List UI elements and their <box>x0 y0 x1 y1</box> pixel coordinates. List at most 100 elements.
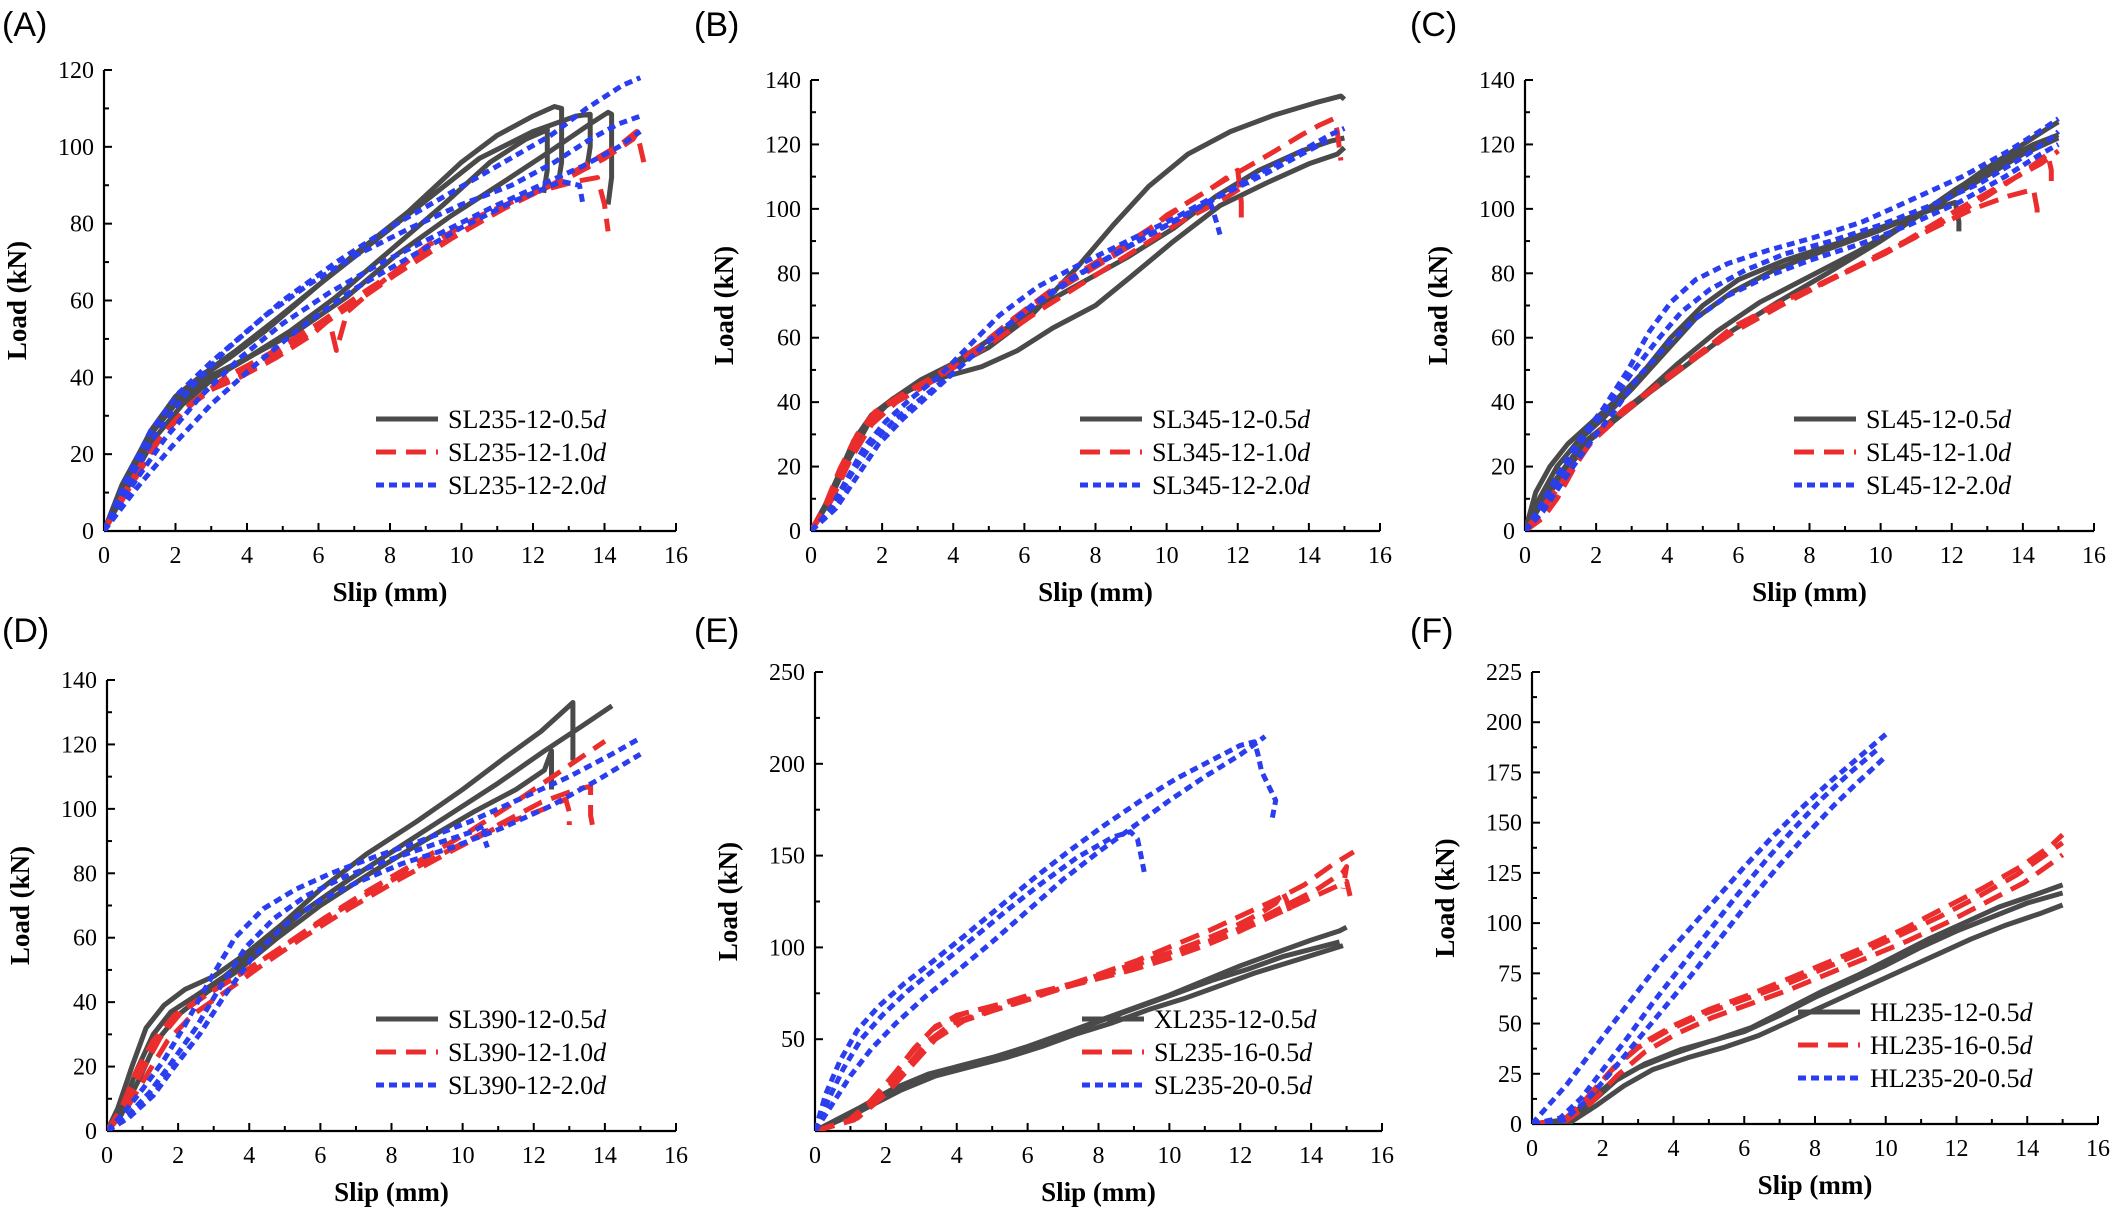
y-tick-label: 140 <box>765 68 801 94</box>
series-line-solid <box>107 748 554 1131</box>
legend-label-suffix: d <box>1303 1005 1317 1034</box>
series-line-dashed <box>104 126 643 531</box>
chart-panel-a: (A) 0 2 4 6 8 10 12 14 16 0 20 40 60 80 100 120 Slip (mm)… <box>2 6 688 607</box>
x-tick-label: 14 <box>593 1143 617 1169</box>
x-tick-label: 14 <box>593 543 617 569</box>
x-tick-label: 14 <box>1299 1143 1323 1169</box>
x-tick-label: 16 <box>664 543 688 569</box>
legend-label-suffix: d <box>593 438 607 467</box>
y-tick-label: 100 <box>769 935 805 961</box>
series-line-dotted <box>107 735 642 1131</box>
panel-label: (F) <box>1410 612 1453 650</box>
legend-label-prefix: SL390-12-2.0 <box>448 1071 593 1100</box>
legend-label: SL390-12-0.5d <box>448 1005 607 1034</box>
x-tick-label: 10 <box>450 543 474 569</box>
y-tick-label: 60 <box>1491 326 1515 352</box>
series-line-solid <box>1532 902 2064 1124</box>
x-tick-label: 16 <box>664 1143 688 1169</box>
x-tick-label: 8 <box>1090 543 1102 569</box>
x-tick-label: 10 <box>1157 1143 1181 1169</box>
legend-label-prefix: SL235-12-2.0 <box>448 471 593 500</box>
legend-label: SL345-12-1.0d <box>1152 438 1311 467</box>
y-tick-label: 100 <box>58 135 94 161</box>
y-tick-label: 0 <box>1510 1112 1522 1138</box>
x-tick-label: 12 <box>1226 543 1250 569</box>
x-tick-label: 8 <box>1809 1136 1821 1162</box>
x-tick-label: 0 <box>809 1143 821 1169</box>
legend-label: SL345-12-0.5d <box>1152 405 1311 434</box>
legend-label-suffix: d <box>593 1005 607 1034</box>
series-line-dotted <box>1525 142 2060 531</box>
y-tick-label: 0 <box>82 519 94 545</box>
y-tick-label: 200 <box>1486 710 1522 736</box>
legend-label: SL235-12-2.0d <box>448 471 607 500</box>
y-tick-label: 250 <box>769 660 805 686</box>
y-tick-label: 100 <box>61 797 97 823</box>
legend-label-prefix: SL390-12-0.5 <box>448 1005 593 1034</box>
series-line-dotted <box>815 829 1148 1131</box>
x-tick-label: 4 <box>947 543 959 569</box>
x-tick-label: 6 <box>1738 1136 1750 1162</box>
legend-label-suffix: d <box>1297 438 1311 467</box>
series-line-dashed <box>815 849 1355 1131</box>
x-tick-label: 2 <box>1590 543 1602 569</box>
series-line-dashed <box>1532 840 2065 1124</box>
y-tick-label: 40 <box>73 990 97 1016</box>
series-group <box>1525 116 2061 531</box>
x-tick-label: 8 <box>386 1143 398 1169</box>
series-line-dotted <box>104 113 642 531</box>
y-tick-label: 140 <box>1479 68 1515 94</box>
series-line-dotted <box>811 138 1328 531</box>
panel-label: (A) <box>2 6 47 44</box>
y-tick-label: 40 <box>70 365 94 391</box>
y-tick-label: 80 <box>70 212 94 238</box>
legend-label-suffix: d <box>1299 1038 1313 1067</box>
y-tick-label: 80 <box>1491 261 1515 287</box>
x-axis-title: Slip (mm) <box>1752 577 1867 607</box>
x-tick-label: 16 <box>2082 543 2106 569</box>
y-tick-label: 80 <box>777 261 801 287</box>
x-tick-label: 2 <box>170 543 182 569</box>
series-line-dotted <box>1532 732 1888 1124</box>
x-tick-label: 6 <box>1022 1143 1034 1169</box>
legend-label-suffix: d <box>1998 438 2012 467</box>
x-tick-label: 14 <box>1297 543 1321 569</box>
legend-label-suffix: d <box>2019 1031 2033 1060</box>
x-tick-label: 14 <box>2015 1136 2039 1162</box>
legend-label: SL45-12-1.0d <box>1866 438 2012 467</box>
y-tick-label: 50 <box>1498 1012 1522 1038</box>
legend-label-prefix: SL45-12-1.0 <box>1866 438 1998 467</box>
legend-label: HL235-12-0.5d <box>1870 998 2033 1027</box>
y-tick-label: 100 <box>1486 911 1522 937</box>
x-tick-label: 12 <box>1228 1143 1252 1169</box>
x-tick-label: 2 <box>880 1143 892 1169</box>
x-axis-title: Slip (mm) <box>1038 577 1153 607</box>
x-tick-label: 2 <box>1597 1136 1609 1162</box>
series-line-dashed <box>815 864 1350 1131</box>
series-line-dotted <box>104 178 586 531</box>
series-line-solid <box>107 703 614 1131</box>
series-group <box>811 93 1347 531</box>
legend-label-suffix: d <box>593 405 607 434</box>
y-tick-label: 20 <box>777 455 801 481</box>
series-line-solid <box>1532 882 2064 1124</box>
y-tick-label: 150 <box>1486 811 1522 837</box>
legend-label-suffix: d <box>1299 1071 1313 1100</box>
legend-label-suffix: d <box>1297 471 1311 500</box>
y-tick-label: 150 <box>769 844 805 870</box>
series-line-dotted <box>811 196 1223 531</box>
x-tick-label: 4 <box>241 543 253 569</box>
x-tick-label: 4 <box>243 1143 255 1169</box>
legend-label-prefix: SL235-12-1.0 <box>448 438 593 467</box>
x-tick-label: 4 <box>1668 1136 1680 1162</box>
legend-label-prefix: XL235-12-0.5 <box>1154 1005 1303 1034</box>
x-tick-label: 0 <box>1519 543 1531 569</box>
legend-label-suffix: d <box>593 1038 607 1067</box>
x-tick-label: 12 <box>521 543 545 569</box>
series-line-dotted <box>1525 129 2061 531</box>
y-tick-label: 100 <box>765 197 801 223</box>
series-line-solid <box>104 111 593 531</box>
legend-label: SL235-12-1.0d <box>448 438 607 467</box>
y-tick-label: 140 <box>61 668 97 694</box>
